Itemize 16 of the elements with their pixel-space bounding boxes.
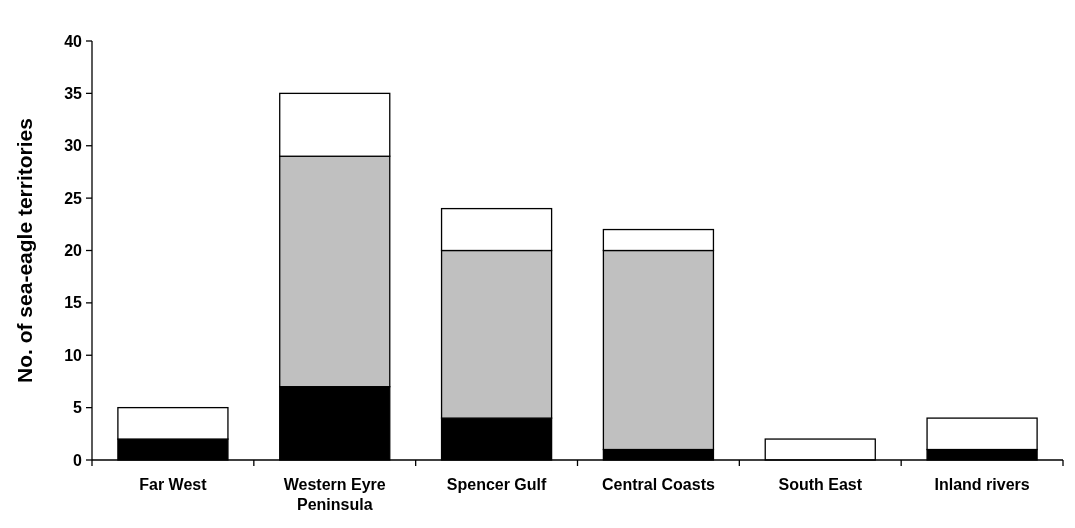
y-axis-title: No. of sea-eagle territories bbox=[13, 118, 36, 383]
y-tick-label: 5 bbox=[73, 399, 83, 417]
y-tick-label: 30 bbox=[64, 137, 83, 155]
y-tick-label: 15 bbox=[64, 294, 83, 312]
x-tick-label: Spencer Gulf bbox=[446, 476, 548, 493]
x-tick-label: Central Coasts bbox=[601, 476, 715, 493]
x-tick-label: South East bbox=[778, 476, 863, 493]
x-tick-label: Western Eyre Peninsula bbox=[283, 476, 386, 513]
x-tick-label: Far West bbox=[139, 476, 208, 493]
x-tick-label: Inland rivers bbox=[934, 476, 1030, 493]
y-tick-label: 0 bbox=[73, 451, 83, 469]
y-tick-label: 10 bbox=[64, 346, 83, 364]
y-tick-label: 25 bbox=[64, 189, 83, 207]
y-tick-label: 20 bbox=[64, 242, 83, 260]
y-tick-label: 35 bbox=[64, 84, 83, 102]
y-tick-label: 40 bbox=[64, 32, 83, 50]
